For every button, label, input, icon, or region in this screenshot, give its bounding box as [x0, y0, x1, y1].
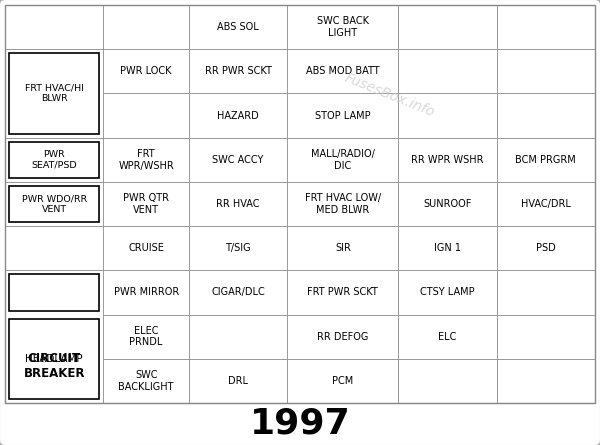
Bar — [189, 138, 287, 182]
Text: IGN 1: IGN 1 — [434, 243, 461, 253]
Bar — [103, 270, 189, 315]
Bar — [398, 270, 497, 315]
Bar — [189, 182, 287, 226]
Bar — [103, 182, 189, 226]
Text: STOP LAMP: STOP LAMP — [315, 110, 371, 121]
Text: PWR
SEAT/PSD: PWR SEAT/PSD — [31, 150, 77, 170]
Bar — [189, 93, 287, 138]
Text: PWR WDO/RR
VENT: PWR WDO/RR VENT — [22, 194, 87, 214]
Bar — [5, 5, 595, 403]
Bar — [189, 359, 287, 403]
Bar — [103, 226, 189, 270]
Text: FRT HVAC LOW/
MED BLWR: FRT HVAC LOW/ MED BLWR — [305, 193, 381, 215]
Bar — [497, 182, 595, 226]
Text: ELC: ELC — [439, 332, 457, 342]
Text: CRUISE: CRUISE — [128, 243, 164, 253]
Text: SWC
BACKLIGHT: SWC BACKLIGHT — [118, 370, 174, 392]
Text: FusesBox.info: FusesBox.info — [343, 71, 437, 119]
Text: CTSY LAMP: CTSY LAMP — [420, 287, 475, 297]
Bar — [287, 5, 398, 49]
Bar — [5, 5, 103, 49]
Bar — [287, 359, 398, 403]
Bar — [103, 49, 189, 93]
Bar — [287, 93, 398, 138]
Bar — [398, 49, 497, 93]
Text: FRT PWR SCKT: FRT PWR SCKT — [307, 287, 378, 297]
Bar — [497, 5, 595, 49]
Text: CIRCUIT
BREAKER: CIRCUIT BREAKER — [23, 352, 85, 380]
Bar — [287, 315, 398, 359]
Text: PWR LOCK: PWR LOCK — [121, 66, 172, 77]
Text: SWC ACCY: SWC ACCY — [212, 155, 264, 165]
Bar — [9, 186, 100, 222]
Text: ABS MOD BATT: ABS MOD BATT — [306, 66, 380, 77]
Text: SWC BACK
LIGHT: SWC BACK LIGHT — [317, 16, 369, 38]
Text: PWR QTR
VENT: PWR QTR VENT — [123, 193, 169, 215]
Text: HEADLAMP: HEADLAMP — [25, 354, 83, 364]
Bar — [103, 359, 189, 403]
Bar — [398, 226, 497, 270]
Bar — [9, 319, 100, 399]
Text: RR DEFOG: RR DEFOG — [317, 332, 368, 342]
Bar — [287, 226, 398, 270]
Bar — [497, 270, 595, 315]
Text: BCM PRGRM: BCM PRGRM — [515, 155, 576, 165]
Text: SIR: SIR — [335, 243, 351, 253]
Bar — [497, 93, 595, 138]
Bar — [5, 226, 103, 270]
Bar — [103, 93, 189, 138]
Bar — [189, 226, 287, 270]
Text: HAZARD: HAZARD — [217, 110, 259, 121]
Bar — [398, 93, 497, 138]
Text: ABS SOL: ABS SOL — [217, 22, 259, 32]
Bar — [103, 5, 189, 49]
Bar — [497, 315, 595, 359]
Bar — [287, 138, 398, 182]
Bar — [497, 359, 595, 403]
Bar — [189, 5, 287, 49]
Bar — [5, 138, 103, 182]
Text: PCM: PCM — [332, 376, 353, 386]
Bar — [5, 49, 103, 138]
Bar — [9, 274, 100, 311]
Bar — [287, 270, 398, 315]
Bar — [398, 138, 497, 182]
Bar — [287, 182, 398, 226]
Text: 1997: 1997 — [250, 407, 350, 441]
Text: RR WPR WSHR: RR WPR WSHR — [411, 155, 484, 165]
Bar — [103, 315, 189, 359]
Text: FRT HVAC/HI
BLWR: FRT HVAC/HI BLWR — [25, 84, 83, 103]
Text: ELEC
PRNDL: ELEC PRNDL — [130, 326, 163, 348]
Bar — [398, 359, 497, 403]
Bar — [398, 315, 497, 359]
Text: DRL: DRL — [228, 376, 248, 386]
Bar — [398, 5, 497, 49]
Bar — [5, 182, 103, 226]
Text: SUNROOF: SUNROOF — [424, 199, 472, 209]
Text: RR PWR SCKT: RR PWR SCKT — [205, 66, 272, 77]
Bar — [189, 49, 287, 93]
Bar — [103, 138, 189, 182]
Text: T/SIG: T/SIG — [226, 243, 251, 253]
Bar — [497, 138, 595, 182]
Text: PSD: PSD — [536, 243, 556, 253]
Text: FRT
WPR/WSHR: FRT WPR/WSHR — [118, 149, 174, 170]
Text: HVAC/DRL: HVAC/DRL — [521, 199, 571, 209]
Bar — [497, 226, 595, 270]
Bar — [5, 270, 103, 403]
Text: RR HVAC: RR HVAC — [217, 199, 260, 209]
Bar — [287, 49, 398, 93]
Text: CIGAR/DLC: CIGAR/DLC — [211, 287, 265, 297]
Bar — [9, 142, 100, 178]
Bar — [189, 315, 287, 359]
Bar — [398, 182, 497, 226]
Bar — [497, 49, 595, 93]
Bar — [9, 53, 100, 134]
Text: PWR MIRROR: PWR MIRROR — [113, 287, 179, 297]
Bar — [189, 270, 287, 315]
Text: MALL/RADIO/
DIC: MALL/RADIO/ DIC — [311, 149, 375, 170]
